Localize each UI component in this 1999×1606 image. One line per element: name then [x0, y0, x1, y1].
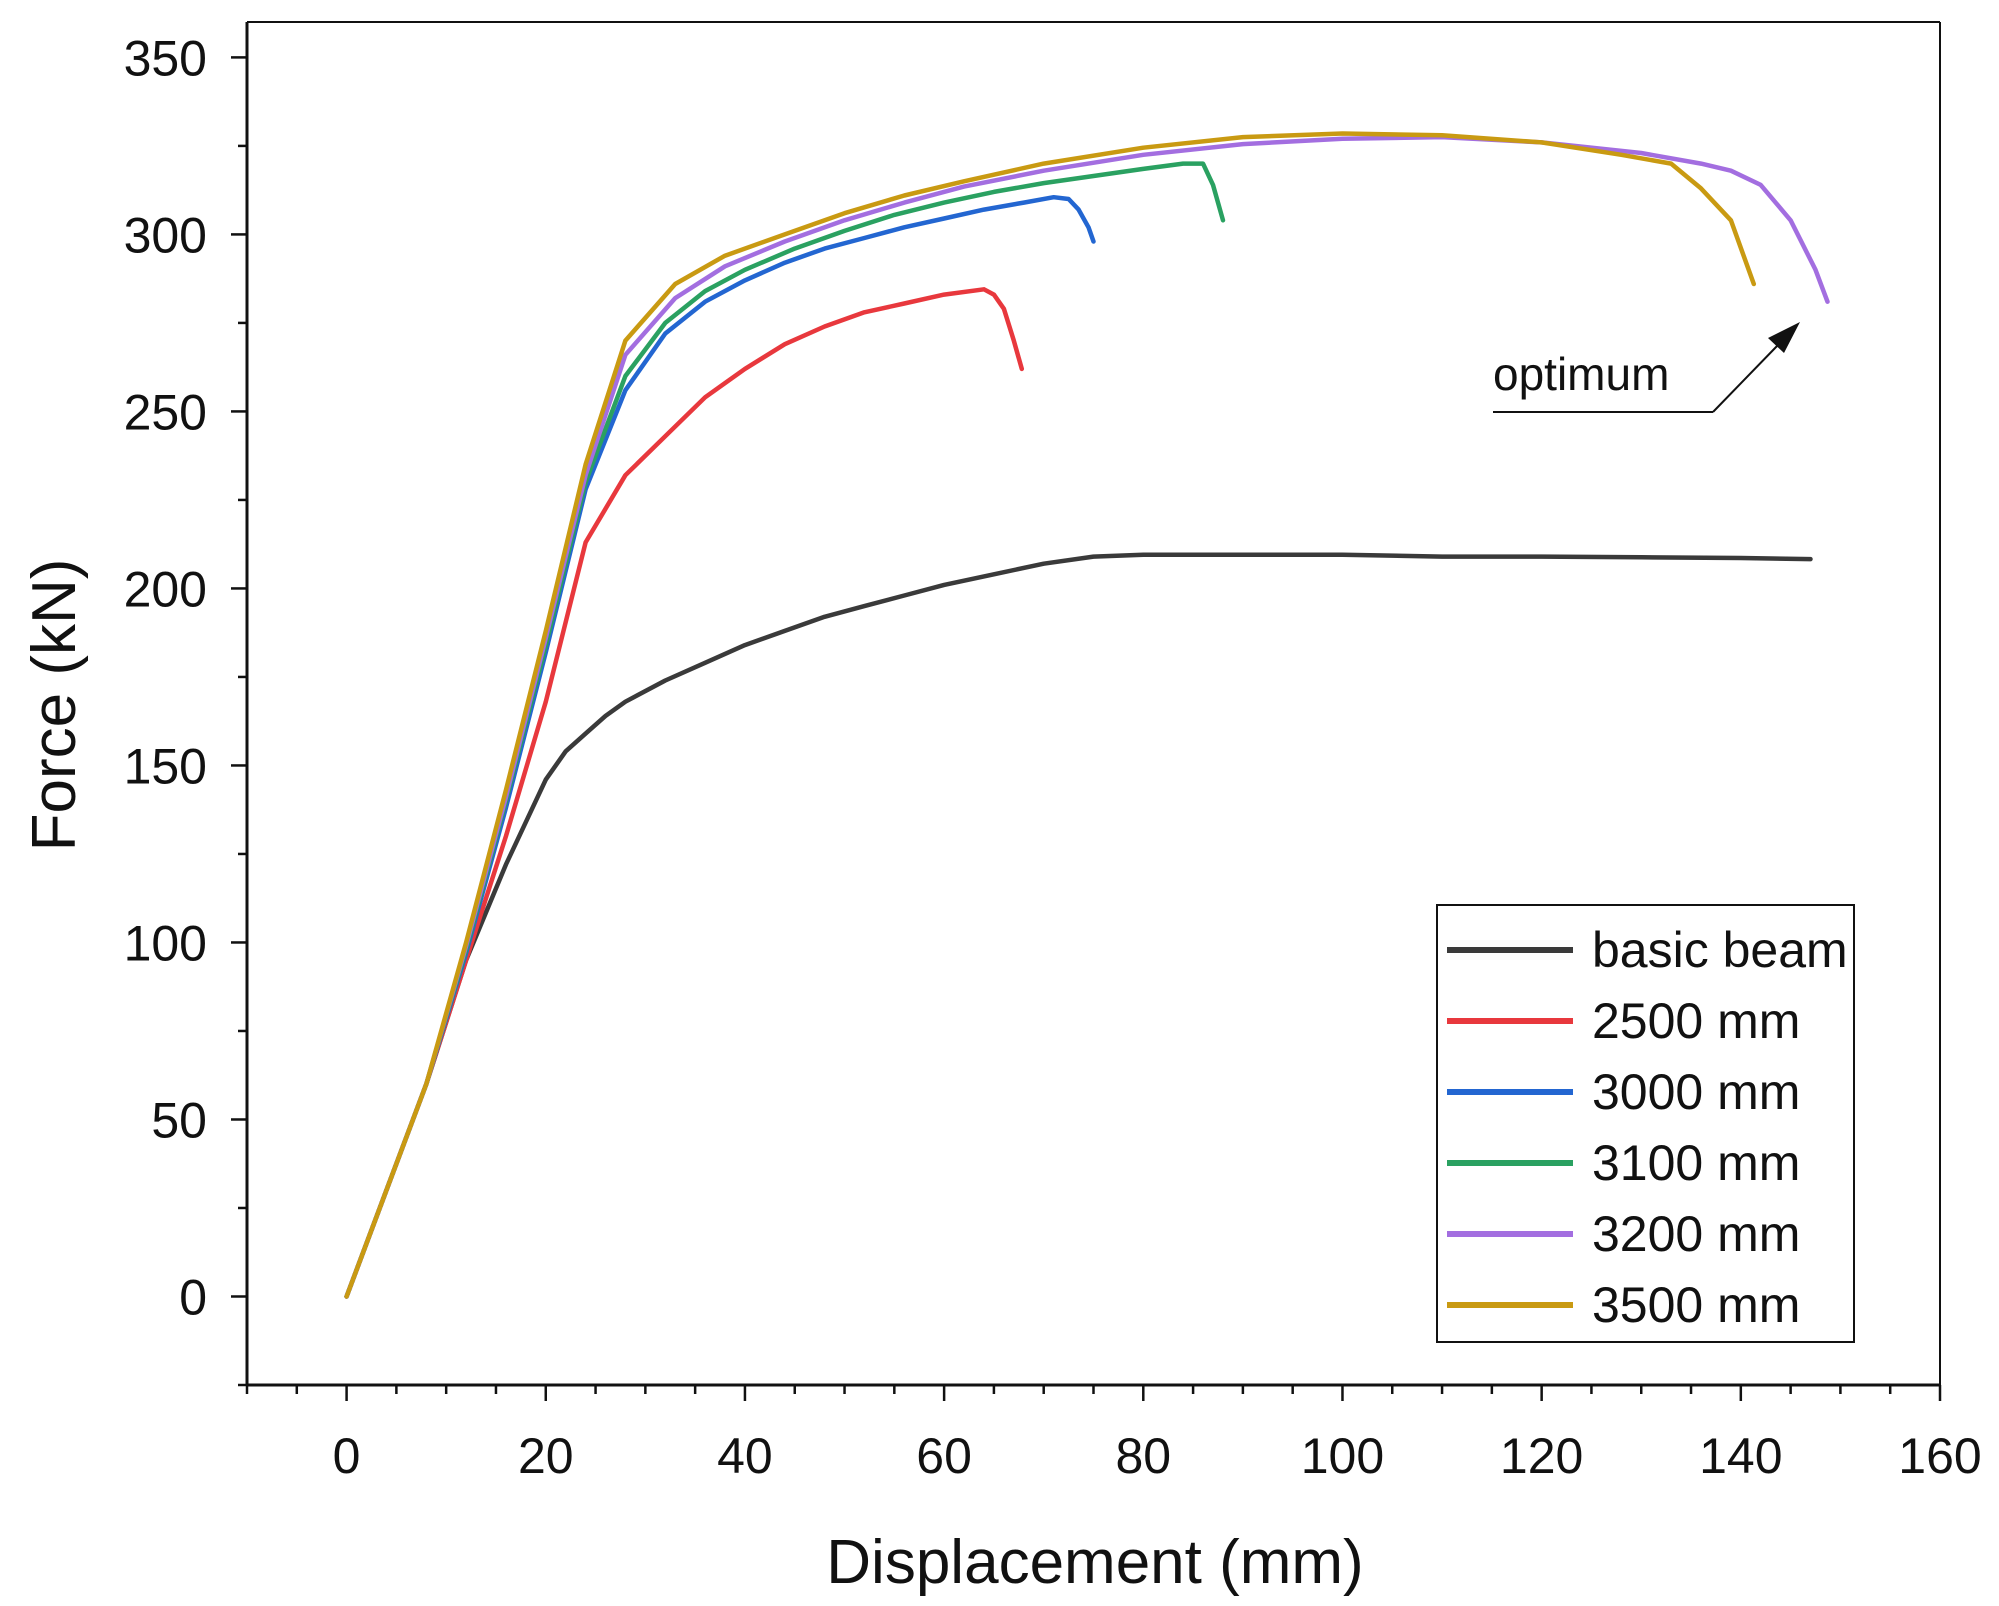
legend-label: 3500 mm — [1592, 1277, 1800, 1333]
legend: basic beam 2500 mm 3000 mm 3100 mm 3200 mm 35… — [1436, 904, 1855, 1343]
legend-items: basic beam 2500 mm 3000 mm 3100 mm 3200 mm 35… — [1447, 922, 1848, 1333]
y-tick-label: 50 — [151, 1092, 207, 1148]
x-tick-label: 40 — [717, 1428, 773, 1484]
tick-labels: 0 20 40 60 80 100 120 140 160 0 50 100 150 200 250 300 3… — [124, 30, 1982, 1484]
series-line-3500-mm — [344, 131, 1757, 1299]
x-tick-label: 140 — [1699, 1428, 1782, 1484]
optimum-annotation: optimum — [1493, 322, 1800, 413]
x-tick-label: 120 — [1500, 1428, 1583, 1484]
x-tick-label: 20 — [518, 1428, 574, 1484]
y-tick-label: 200 — [124, 561, 207, 617]
y-tick-label: 100 — [124, 915, 207, 971]
series-line-basic-beam — [344, 552, 1813, 1299]
annotation-label: optimum — [1493, 348, 1669, 400]
x-tick-label: 80 — [1115, 1428, 1171, 1484]
y-tick-label: 150 — [124, 738, 207, 794]
y-tick-label: 0 — [179, 1269, 207, 1325]
legend-label: basic beam — [1592, 922, 1848, 978]
series-lines — [344, 131, 1830, 1299]
annotation-arrow-shaft — [1712, 344, 1779, 413]
x-tick-label: 0 — [333, 1428, 361, 1484]
y-tick-label: 250 — [124, 384, 207, 440]
axis-ticks — [231, 56, 1942, 1401]
x-tick-label: 100 — [1301, 1428, 1384, 1484]
x-tick-label: 60 — [916, 1428, 972, 1484]
x-axis-title: Displacement (mm) — [826, 1528, 1363, 1597]
legend-label: 3100 mm — [1592, 1135, 1800, 1191]
series-line-2500-mm — [344, 287, 1025, 1299]
legend-label: 2500 mm — [1592, 993, 1800, 1049]
legend-label: 3000 mm — [1592, 1064, 1800, 1120]
x-tick-label: 160 — [1898, 1428, 1981, 1484]
legend-box — [1436, 904, 1855, 1343]
y-axis-title: Force (kN) — [20, 559, 89, 852]
y-tick-label: 300 — [124, 207, 207, 263]
y-tick-label: 350 — [124, 30, 207, 86]
annotation-arrow-head — [1768, 322, 1800, 353]
legend-label: 3200 mm — [1592, 1206, 1800, 1262]
